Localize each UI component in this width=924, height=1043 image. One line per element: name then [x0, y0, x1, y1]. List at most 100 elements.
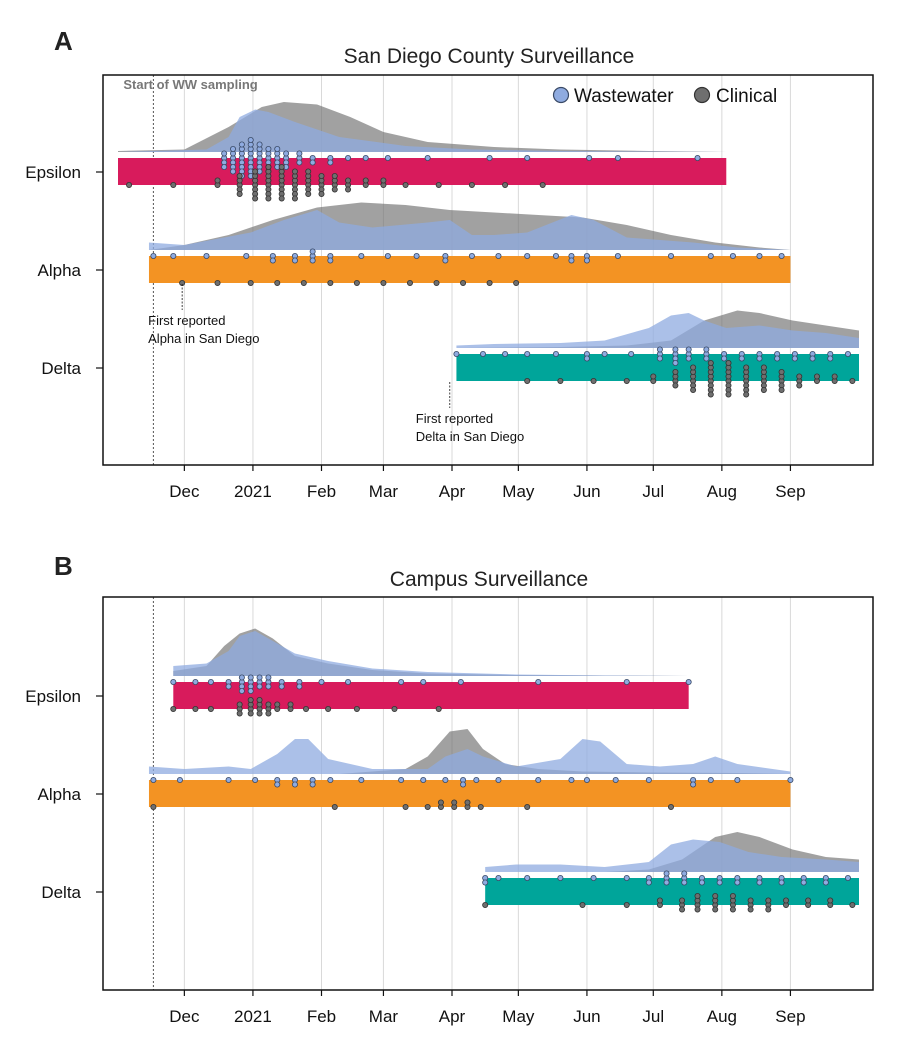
clinical-point [712, 906, 719, 913]
clinical-point [765, 897, 772, 904]
wastewater-point [707, 777, 714, 784]
wastewater-point [327, 777, 334, 784]
x-tick-label: 2021 [234, 482, 272, 501]
clinical-point [690, 386, 697, 393]
wastewater-point [238, 141, 245, 148]
wastewater-point [486, 154, 493, 161]
wastewater-point [694, 154, 701, 161]
clinical-point [743, 364, 750, 371]
wastewater-point [442, 777, 449, 784]
wastewater-point [716, 879, 723, 886]
wastewater-point [756, 252, 763, 259]
clinical-point [524, 804, 531, 811]
wastewater-point [557, 875, 564, 882]
x-tick-label: 2021 [234, 1007, 272, 1026]
wastewater-point [787, 777, 794, 784]
clinical-point [192, 706, 199, 713]
wastewater-point [398, 777, 405, 784]
clinical-point [318, 190, 325, 197]
wastewater-point [583, 777, 590, 784]
clinical-point [482, 902, 489, 909]
clinical-point [402, 804, 409, 811]
clinical-point [435, 706, 442, 713]
clinical-point [729, 906, 736, 913]
clinical-point [300, 279, 307, 286]
row-alpha [148, 202, 791, 286]
panel-letter: A [54, 26, 73, 56]
clinical-point [256, 710, 263, 717]
row-delta [453, 310, 859, 398]
wastewater-point [672, 346, 679, 353]
wastewater-point [247, 688, 254, 695]
wastewater-point [612, 777, 619, 784]
clinical-point [813, 373, 820, 380]
wastewater-point [265, 683, 272, 690]
clinical-point [170, 181, 177, 188]
wastewater-point [844, 350, 851, 357]
x-tick-label: Apr [439, 1007, 466, 1026]
clinical-point [305, 190, 312, 197]
row-alpha [148, 729, 794, 811]
legend-label-wastewater: Wastewater [574, 86, 674, 107]
variant-bar-delta [485, 878, 859, 905]
plot-frame [102, 596, 874, 991]
clinical-point [679, 906, 686, 913]
wastewater-point [398, 679, 405, 686]
y-label-delta: Delta [41, 883, 81, 902]
wastewater-point [778, 879, 785, 886]
x-tick-label: May [502, 1007, 535, 1026]
wastewater-point [309, 781, 316, 788]
wastewater-point [274, 781, 281, 788]
annotation-text: First reported [148, 313, 225, 328]
clinical-point [236, 701, 243, 708]
clinical-point [690, 364, 697, 371]
clinical-point [760, 364, 767, 371]
clinical-point [435, 181, 442, 188]
wastewater-point [623, 875, 630, 882]
wastewater-point [568, 257, 575, 264]
wastewater-density-area [118, 109, 727, 152]
wastewater-point [614, 252, 621, 259]
wastewater-point [482, 879, 489, 886]
x-tick-label: Aug [707, 482, 737, 501]
wastewater-point [345, 154, 352, 161]
wastewater-point [681, 870, 688, 877]
wastewater-density-area [148, 210, 791, 250]
clinical-point [747, 897, 754, 904]
y-label-epsilon: Epsilon [25, 163, 81, 182]
wastewater-point [150, 252, 157, 259]
wastewater-point [628, 350, 635, 357]
wastewater-point [495, 777, 502, 784]
clinical-point [265, 710, 272, 717]
wastewater-point [203, 252, 210, 259]
clinical-point [380, 177, 387, 184]
x-tick-label: Jun [573, 1007, 600, 1026]
clinical-point [402, 181, 409, 188]
wastewater-point [568, 777, 575, 784]
panel-b: B Campus Surveillance Epsilon Alpha Delta Dec… [25, 551, 874, 1026]
wastewater-point [774, 355, 781, 362]
wastewater-point [734, 777, 741, 784]
wastewater-point [681, 879, 688, 886]
x-tick-label: Mar [369, 482, 399, 501]
variant-bar-epsilon [118, 158, 727, 185]
clinical-point [406, 279, 413, 286]
wastewater-point [170, 252, 177, 259]
clinical-point [468, 181, 475, 188]
x-tick-label: Aug [707, 1007, 737, 1026]
clinical-point [849, 377, 856, 384]
clinical-point [464, 799, 471, 806]
clinical-point [502, 181, 509, 188]
wastewater-point [473, 777, 480, 784]
clinical-point [331, 186, 338, 193]
wastewater-point [457, 679, 464, 686]
clinical-point [778, 368, 785, 375]
x-tick-label: Jul [642, 482, 664, 501]
clinical-point [265, 701, 272, 708]
wastewater-point [685, 346, 692, 353]
y-label-alpha: Alpha [38, 785, 82, 804]
clinical-point [679, 897, 686, 904]
clinical-point [327, 279, 334, 286]
wastewater-point [729, 252, 736, 259]
wastewater-point [601, 350, 608, 357]
